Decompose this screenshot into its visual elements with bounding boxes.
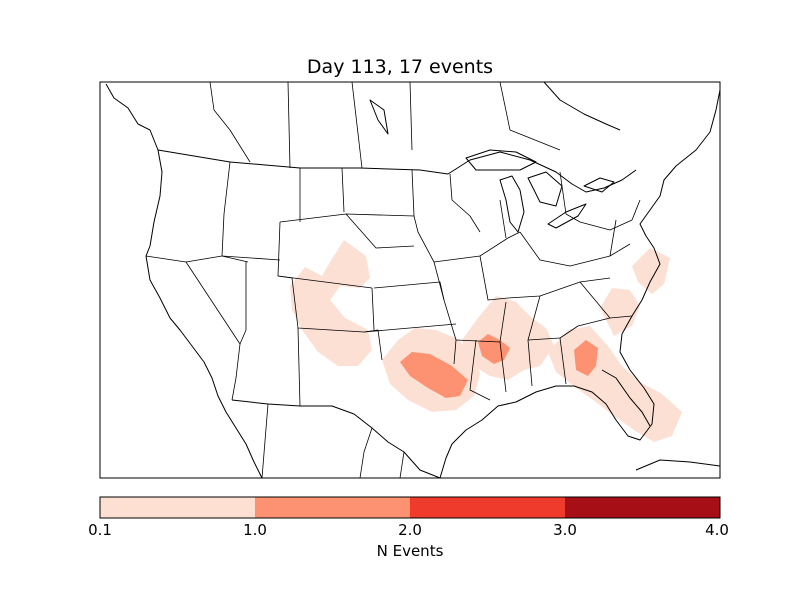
lake-superior [465, 149, 537, 171]
gulf-atlantic-coastline [439, 89, 720, 478]
event-area-oklahoma-core [400, 352, 468, 398]
map-layer [105, 82, 720, 478]
lake-erie [547, 203, 587, 229]
colorbar-tick-0: 0.1 [88, 521, 112, 539]
event-area-colorado [290, 240, 372, 366]
colorbar-segment-1 [100, 497, 255, 518]
event-area-mississippi [462, 296, 554, 380]
lake-winnipeg [369, 99, 389, 135]
colorbar [99, 496, 721, 519]
lake-huron [527, 171, 563, 207]
colorbar-frame [99, 496, 721, 519]
florida-outline [601, 369, 651, 427]
lake-michigan [499, 175, 525, 233]
hudson-bay-coast [543, 82, 621, 131]
state-lines [145, 82, 641, 478]
canada-border [157, 149, 449, 175]
mexico-border [231, 399, 441, 478]
colorbar-tick-2: 2.0 [398, 521, 422, 539]
colorbar-tick-3: 3.0 [553, 521, 577, 539]
pacific-coastline [105, 83, 263, 478]
colorbar-segment-4 [565, 497, 720, 518]
lake-ontario [583, 177, 615, 193]
great-lakes-shore [447, 151, 637, 193]
event-area-carolinas [600, 288, 640, 336]
colorbar-segment-2 [255, 497, 410, 518]
event-area-georgia-core [574, 340, 598, 376]
colorbar-segment-3 [410, 497, 565, 518]
colorbar-label: N Events [376, 542, 444, 560]
map-title: Day 113, 17 events [306, 56, 494, 78]
colorbar-tick-1: 1.0 [243, 521, 267, 539]
mexico-gulf-coast [635, 459, 720, 471]
map-boundaries [105, 82, 720, 478]
colorbar-tick-4: 4.0 [705, 521, 729, 539]
map-frame [99, 81, 721, 479]
event-area-virginia [632, 248, 670, 294]
